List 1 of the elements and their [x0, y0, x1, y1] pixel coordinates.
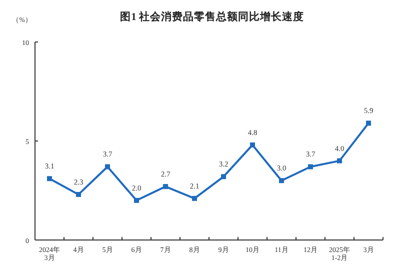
title: 图1 社会消费品零售总额同比增长速度 [120, 12, 304, 23]
